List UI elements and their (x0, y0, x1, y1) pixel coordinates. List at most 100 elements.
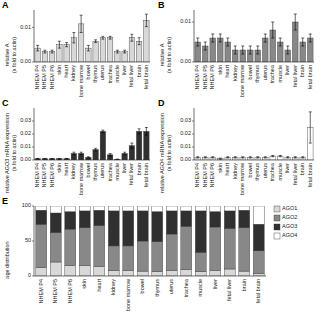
y-tick (32, 121, 34, 122)
bar-segment (210, 206, 221, 212)
y-tick (32, 62, 34, 63)
y-axis-label-line: (x fold to actin) (11, 37, 17, 73)
bar (292, 157, 298, 160)
y-tick-label: 0.00 (20, 156, 31, 162)
bar-segment (65, 206, 76, 212)
error-bar (51, 158, 54, 160)
bar-segment (36, 210, 47, 224)
bar-segment (123, 211, 134, 246)
x-tick-label: fetal brain (255, 279, 261, 303)
x-tick-label: NHEM P5 (41, 65, 47, 89)
error-bar (130, 34, 133, 41)
bar-segment (50, 262, 61, 276)
x-tick-label: fetal brain (143, 65, 149, 89)
bar-segment (239, 210, 250, 228)
bar (262, 157, 268, 160)
error-bar (145, 128, 148, 136)
error-bar (234, 46, 237, 54)
x-tick-label: uterus (99, 65, 105, 81)
y-tick (32, 241, 34, 242)
x-tick-label: fetal brain (307, 163, 313, 187)
bar-segment (224, 228, 235, 269)
bar (277, 156, 283, 160)
bar-segment (36, 206, 47, 210)
error-bar (36, 158, 39, 160)
x-tick-label: uterus (262, 65, 268, 81)
x-tick-label: fetal liver (292, 65, 298, 87)
x-tick-label: skin (56, 65, 62, 75)
y-tick (192, 121, 194, 122)
x-tick-label: liver (121, 65, 127, 75)
error-bar (241, 157, 244, 158)
x-tick-label: brain (136, 163, 142, 175)
error-bar (196, 38, 199, 46)
bar-segment (253, 224, 264, 251)
error-bar (196, 157, 199, 158)
error-bar (65, 158, 68, 160)
error-bar (101, 130, 104, 133)
y-axis-label: relative AGO3 mRNA expression(x fold to … (4, 113, 17, 193)
x-tick-label: NHEM P6 (49, 163, 55, 187)
error-bar (219, 34, 222, 42)
bar-segment (166, 206, 177, 211)
y-tick-label: 0.03 (180, 117, 191, 123)
bar (100, 38, 105, 62)
x-tick-label: liver (284, 163, 290, 173)
error-bar (87, 45, 90, 51)
bar-segment (253, 273, 264, 276)
error-bar (301, 157, 304, 158)
x-tick-label: kidney (70, 163, 76, 179)
x-axis-line (194, 62, 314, 63)
y-axis-label: relative AGO4 mRNA expression(x fold to … (159, 113, 172, 193)
bar-segment (79, 266, 90, 277)
x-tick-label: heart (63, 163, 69, 176)
bar-segment (181, 206, 192, 211)
bar-segment (94, 266, 105, 276)
error-bar (256, 46, 259, 54)
bar-segment (253, 251, 264, 273)
error-bar (286, 157, 289, 158)
bar-segment (152, 272, 163, 276)
bar-segment (79, 211, 90, 228)
y-axis-label-line: (x fold to actin) (166, 37, 172, 73)
error-bar (249, 46, 252, 54)
x-tick-label: NHEM P4 (194, 65, 200, 89)
error-bar (51, 50, 54, 53)
y-tick (32, 27, 34, 28)
y-axis-label: relative A(x fold to actin) (4, 37, 17, 73)
bar-segment (94, 206, 105, 210)
x-tick-label: thymus (154, 279, 160, 297)
bar-segment (195, 252, 206, 272)
y-tick-label: 0.01 (180, 18, 191, 24)
x-axis-line (34, 62, 150, 63)
x-tick-label: thymus (254, 65, 260, 83)
x-tick-label: heart (224, 163, 230, 176)
bar-segment (79, 206, 90, 211)
x-axis-line (194, 160, 314, 161)
error-bar (80, 15, 83, 32)
bar (255, 157, 261, 160)
x-tick-label: bone marrow (239, 65, 245, 97)
panel-title: C (2, 98, 9, 108)
legend-label: AGO4 (282, 232, 297, 238)
error-bar (249, 157, 252, 158)
x-tick-label: bowel (139, 279, 145, 293)
y-tick (192, 134, 194, 135)
x-tick-label: NHEM P4 (34, 163, 40, 187)
bar-segment (152, 242, 163, 272)
bar-segment (181, 226, 192, 269)
error-bar (94, 148, 97, 151)
x-tick-label: skin (217, 163, 223, 173)
error-bar (43, 50, 46, 53)
bar-segment (152, 212, 163, 242)
bar-segment (181, 270, 192, 276)
error-bar (226, 38, 229, 46)
bar (100, 131, 105, 160)
bar-segment (239, 206, 250, 210)
bar-segment (94, 226, 105, 267)
y-tick-label: 100 (22, 202, 31, 208)
bar-segment (65, 266, 76, 277)
error-bar (123, 152, 126, 155)
y-axis-label-line: relative A (159, 43, 165, 66)
x-tick-label: muscle (277, 65, 283, 82)
